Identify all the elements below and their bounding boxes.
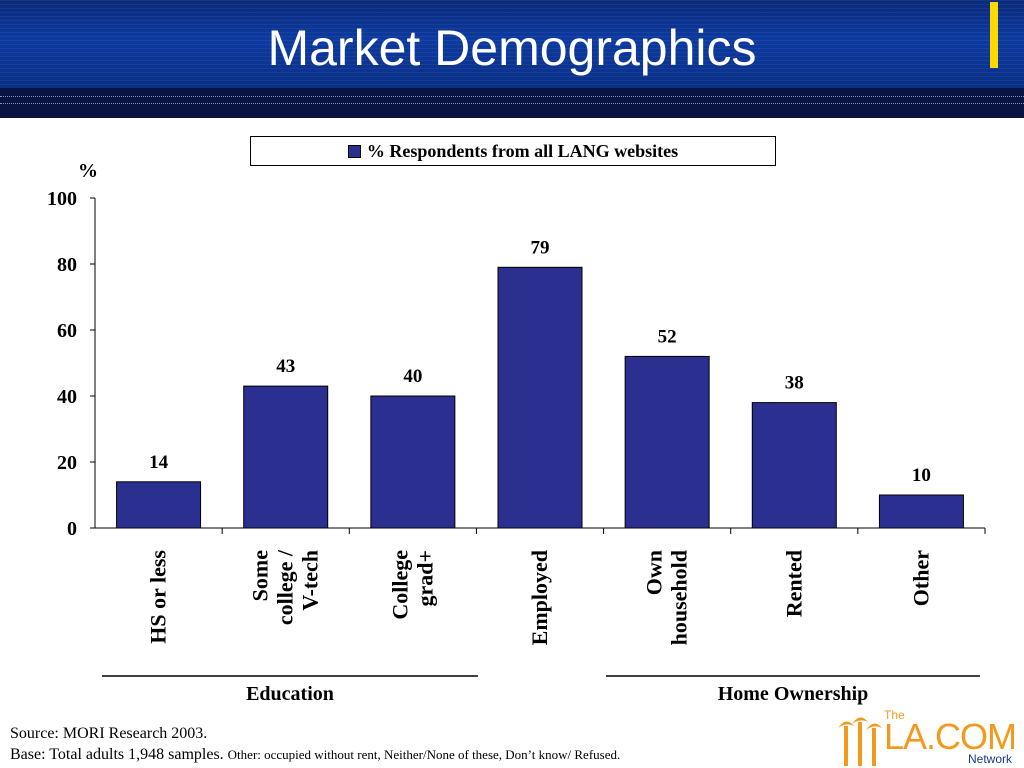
dotted-rule [0, 103, 1024, 104]
logo-the: The [884, 708, 905, 722]
logo-network: Network [968, 752, 1013, 766]
bar [624, 355, 710, 529]
category-label-line: grad+ [412, 550, 437, 607]
data-label: 43 [276, 356, 295, 377]
data-label: 52 [658, 326, 677, 347]
y-tick-label: 0 [67, 518, 77, 540]
category-label-line: college / [273, 549, 298, 625]
category-label-line: College [387, 550, 412, 620]
banner-texture [0, 0, 1024, 88]
category-label-line: household [667, 550, 692, 645]
category-label: Collegegrad+ [387, 550, 437, 620]
group-label: Education [246, 683, 334, 705]
bar [243, 385, 329, 529]
data-label: 10 [912, 465, 931, 486]
category-label: Ownhousehold [642, 550, 692, 645]
category-label-line: HS or less [146, 550, 171, 644]
group-label: Home Ownership [718, 683, 869, 705]
category-label-line: Other [908, 550, 933, 606]
accent-bar [990, 2, 998, 68]
category-label: Somecollege /V-tech [248, 549, 323, 625]
base-note-line: Base: Total adults 1,948 samples. Other:… [10, 746, 620, 764]
title-banner [0, 0, 1024, 88]
y-axis-label: % [78, 160, 98, 182]
bar [751, 402, 837, 529]
category-label: Employed [527, 550, 552, 645]
category-label: HS or less [146, 550, 171, 644]
data-label: 14 [149, 452, 169, 473]
data-label: 40 [403, 366, 422, 387]
legend-swatch [347, 144, 361, 158]
y-tick-label: 100 [47, 188, 77, 210]
category-label-line: Some [248, 550, 273, 602]
category-label: Other [908, 550, 933, 606]
data-label: 38 [785, 373, 804, 394]
base-note: Base: Total adults 1,948 samples. [10, 746, 224, 763]
category-label-line: Employed [527, 550, 552, 645]
bar [497, 266, 583, 529]
legend-label: % Respondents from all LANG websites [366, 140, 679, 161]
dotted-rule [0, 96, 1024, 97]
bar [878, 494, 964, 529]
category-label-line: Rented [781, 550, 806, 617]
other-note: Other: occupied without rent, Neither/No… [227, 747, 621, 762]
y-tick-label: 40 [57, 386, 77, 408]
y-tick-label: 80 [57, 254, 77, 276]
category-label-line: V-tech [298, 550, 323, 611]
y-tick-label: 20 [57, 452, 77, 474]
palm-tree-icon [838, 717, 882, 766]
y-tick-label: 60 [57, 320, 77, 342]
chart-legend: % Respondents from all LANG websites [250, 136, 776, 166]
la-com-logo: The LA.COM Network [838, 708, 1020, 766]
category-label: Rented [781, 550, 806, 617]
bar [116, 481, 202, 529]
page-title: Market Demographics [267, 20, 757, 76]
data-label: 79 [531, 237, 550, 258]
category-label-line: Own [642, 550, 667, 595]
header: Market Demographics [0, 0, 1024, 118]
source-note: Source: MORI Research 2003. [10, 725, 208, 742]
logo-name: LA.COM [884, 716, 1017, 757]
bar [370, 395, 456, 529]
